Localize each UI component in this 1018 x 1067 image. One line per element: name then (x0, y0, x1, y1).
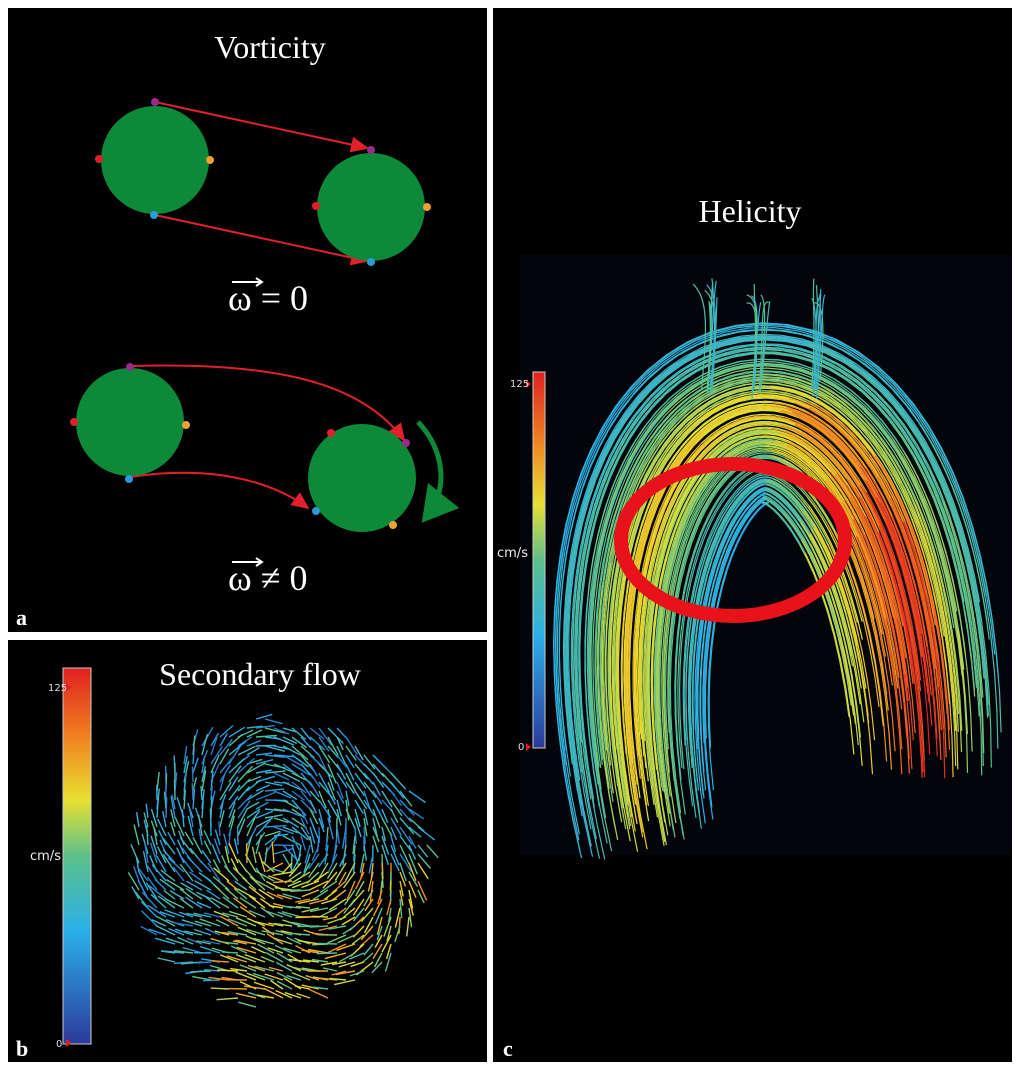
flow-vector (318, 943, 337, 944)
flow-vector (190, 971, 211, 972)
flow-vector (203, 980, 220, 981)
flow-vector (166, 797, 167, 818)
equation: ω = 0 (228, 278, 308, 318)
figure: Vorticity ω = 0 ω ≠ 0 a 125 0 cm/s Secon… (0, 0, 1018, 1067)
colorbar (533, 372, 545, 748)
panel-title: Vorticity (214, 29, 325, 65)
colorbar-unit: cm/s (497, 546, 528, 561)
flow-vector (312, 916, 329, 917)
flow-vector (211, 988, 229, 989)
flow-vector (201, 786, 202, 800)
flow-vector (192, 767, 193, 782)
flow-vector (399, 917, 400, 934)
panel-letter: c (503, 1036, 513, 1061)
flow-vector (217, 970, 238, 971)
panel-title: Secondary flow (159, 656, 361, 692)
equation: ω ≠ 0 (228, 558, 307, 598)
panel-title: Helicity (698, 193, 801, 229)
panel-a (8, 8, 487, 632)
colorbar-unit: cm/s (30, 849, 61, 864)
colorbar-min: 0 (518, 742, 524, 753)
colorbar-max: 125 (510, 379, 529, 390)
panel-letter: a (16, 605, 27, 630)
flow-vector (175, 780, 176, 801)
flow-vector (197, 962, 211, 963)
panel-letter: b (16, 1036, 28, 1061)
colorbar-min: 0 (56, 1039, 62, 1050)
colorbar-max: 125 (48, 683, 67, 694)
colorbar (63, 668, 91, 1044)
flow-vector (192, 783, 193, 800)
flow-vector (317, 953, 337, 954)
